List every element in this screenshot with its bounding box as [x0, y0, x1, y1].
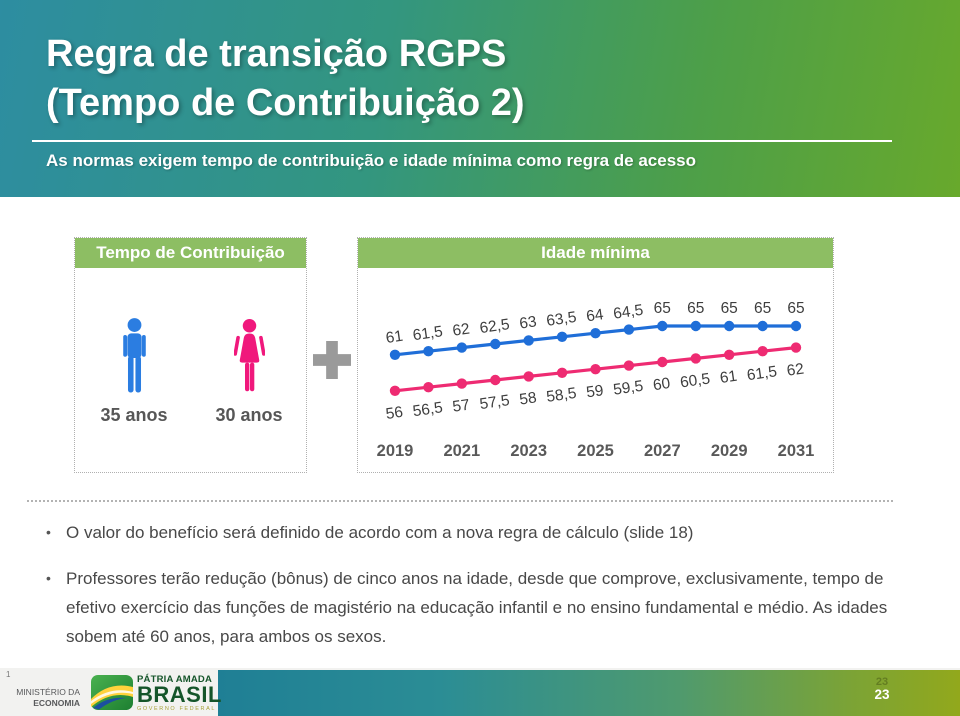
- governo-federal-label: GOVERNO FEDERAL: [137, 705, 217, 712]
- contribution-time-box: Tempo de Contribuição 35 anos: [74, 237, 307, 473]
- svg-text:63,5: 63,5: [545, 309, 577, 330]
- svg-text:62: 62: [786, 361, 805, 380]
- brasil-label: BRASIL: [137, 681, 222, 707]
- svg-text:56,5: 56,5: [412, 399, 444, 420]
- svg-text:65: 65: [721, 300, 738, 317]
- svg-text:62,5: 62,5: [479, 316, 511, 337]
- female-contribution-group: 30 anos: [204, 317, 294, 426]
- svg-text:59: 59: [585, 382, 604, 401]
- page-title-line2: (Tempo de Contribuição 2): [46, 82, 525, 124]
- minimum-age-line-chart: 61 61,5 62 62,5 63 63,5 64 64,5 65 65 65 65 65 56 56,5…: [377, 300, 815, 460]
- svg-text:64: 64: [585, 306, 605, 325]
- svg-text:2023: 2023: [510, 442, 547, 460]
- bullet-marker: •: [46, 570, 51, 586]
- page-number: 23: [874, 687, 890, 702]
- svg-text:65: 65: [754, 300, 771, 317]
- svg-text:62: 62: [451, 321, 470, 340]
- svg-text:60,5: 60,5: [679, 370, 711, 391]
- svg-text:2021: 2021: [443, 442, 480, 460]
- svg-text:2031: 2031: [778, 442, 815, 460]
- svg-text:61: 61: [385, 328, 404, 347]
- government-brand-text: PÁTRIA AMADA BRASIL GOVERNO FEDERAL: [137, 675, 222, 712]
- svg-text:61: 61: [719, 368, 738, 387]
- patria-amada-label: PÁTRIA AMADA: [137, 674, 213, 685]
- svg-text:2029: 2029: [711, 442, 748, 460]
- svg-text:56: 56: [385, 404, 404, 423]
- contribution-time-box-header: Tempo de Contribuição: [75, 238, 306, 268]
- svg-text:65: 65: [787, 300, 804, 317]
- slide-header-band: Regra de transição RGPS (Tempo de Contri…: [0, 0, 960, 197]
- plus-icon: [313, 341, 351, 379]
- ministry-line1: MINISTÉRIO DA: [16, 687, 80, 697]
- brazil-flag-logo-icon: [91, 675, 133, 715]
- svg-text:2027: 2027: [644, 442, 681, 460]
- svg-text:61,5: 61,5: [746, 363, 778, 384]
- page-title: Regra de transição RGPS (Tempo de Contri…: [46, 30, 525, 128]
- bullet-item-benefit-rule: • O valor do benefício será definido de …: [44, 518, 928, 547]
- svg-text:57,5: 57,5: [479, 392, 511, 413]
- dotted-separator: [27, 500, 893, 502]
- woman-icon: [232, 319, 266, 392]
- bullet-item-teachers-bonus: • Professores terão redução (bônus) de c…: [44, 564, 928, 651]
- bullet-list: • O valor do benefício será definido de …: [44, 518, 928, 668]
- female-years-label: 30 anos: [215, 405, 283, 425]
- svg-text:61,5: 61,5: [412, 323, 444, 344]
- ministry-line2: ECONOMIA: [33, 698, 80, 709]
- bullet-marker: •: [46, 524, 51, 540]
- male-years-label: 35 anos: [100, 405, 168, 425]
- svg-text:58: 58: [518, 389, 537, 408]
- footer-gradient-bar: [218, 670, 960, 716]
- minimum-age-box: Idade mínima 61 61,5 62 62,5 63 63,5 64 64,5 65 6…: [357, 237, 834, 473]
- footer-corner-number: 1: [6, 670, 11, 679]
- slide-footer: 1 MINISTÉRIO DA ECONOMIA PÁTRIA AMADA BR…: [0, 668, 960, 716]
- svg-text:2025: 2025: [577, 442, 614, 460]
- svg-text:57: 57: [451, 397, 470, 416]
- male-contribution-group: 35 anos: [89, 317, 179, 426]
- svg-text:63: 63: [518, 313, 537, 332]
- svg-text:2019: 2019: [377, 442, 414, 460]
- svg-text:64,5: 64,5: [612, 302, 644, 323]
- bullet-text: O valor do benefício será definido de ac…: [66, 523, 694, 542]
- man-icon: [122, 318, 146, 393]
- minimum-age-box-header: Idade mínima: [358, 238, 833, 268]
- ministry-label: MINISTÉRIO DA ECONOMIA: [14, 687, 80, 709]
- bullet-text: Professores terão redução (bônus) de cin…: [66, 569, 888, 646]
- svg-text:60: 60: [652, 375, 672, 394]
- svg-text:58,5: 58,5: [545, 385, 577, 406]
- svg-text:65: 65: [654, 300, 671, 317]
- slide-subtitle: As normas exigem tempo de contribuição e…: [46, 151, 696, 170]
- page-title-line1: Regra de transição RGPS: [46, 33, 507, 75]
- svg-text:65: 65: [687, 300, 704, 317]
- svg-text:59,5: 59,5: [612, 378, 644, 399]
- title-underline: [32, 140, 892, 142]
- page-number-ghost: 23: [875, 676, 889, 688]
